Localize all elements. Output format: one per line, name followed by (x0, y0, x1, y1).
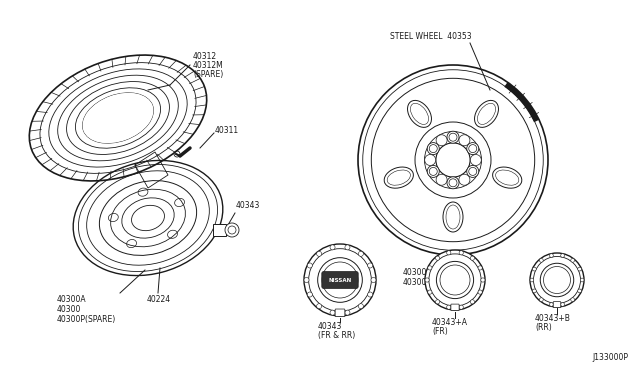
Ellipse shape (493, 167, 522, 188)
Circle shape (425, 250, 485, 310)
Text: (FR & RR): (FR & RR) (318, 331, 355, 340)
Circle shape (459, 135, 470, 146)
Circle shape (317, 251, 322, 256)
Circle shape (580, 278, 584, 282)
Circle shape (447, 305, 451, 309)
Text: STEEL WHEEL  40353: STEEL WHEEL 40353 (390, 32, 472, 41)
Circle shape (307, 263, 312, 268)
Text: 40300P(SPARE): 40300P(SPARE) (403, 278, 462, 287)
Circle shape (436, 174, 447, 185)
Circle shape (317, 304, 322, 309)
Circle shape (304, 278, 309, 282)
FancyBboxPatch shape (451, 304, 459, 311)
Circle shape (367, 263, 372, 268)
Circle shape (532, 267, 536, 271)
Circle shape (307, 292, 312, 297)
Circle shape (459, 251, 463, 255)
FancyBboxPatch shape (553, 302, 561, 308)
Circle shape (561, 302, 564, 307)
Circle shape (304, 244, 376, 316)
Circle shape (540, 298, 543, 302)
Circle shape (447, 251, 451, 255)
Circle shape (345, 245, 350, 250)
Circle shape (367, 292, 372, 297)
Text: NISSAN: NISSAN (328, 278, 351, 282)
Ellipse shape (443, 202, 463, 232)
Circle shape (459, 174, 470, 185)
Text: 40343: 40343 (318, 322, 342, 331)
Text: J133000P: J133000P (592, 353, 628, 362)
Circle shape (447, 131, 459, 143)
Text: 40300: 40300 (403, 268, 428, 277)
Circle shape (571, 298, 575, 302)
Circle shape (345, 310, 350, 315)
Circle shape (470, 300, 474, 304)
Circle shape (534, 257, 580, 304)
Circle shape (532, 289, 536, 293)
Circle shape (470, 256, 474, 260)
Circle shape (550, 254, 554, 257)
FancyBboxPatch shape (213, 224, 226, 236)
Circle shape (470, 154, 481, 166)
Text: 40343+B: 40343+B (535, 314, 571, 323)
Text: 40311: 40311 (215, 125, 239, 135)
Circle shape (436, 135, 447, 146)
Text: 40300: 40300 (57, 305, 81, 314)
Circle shape (467, 166, 479, 177)
Circle shape (478, 290, 482, 294)
Circle shape (578, 289, 582, 293)
Circle shape (330, 310, 335, 315)
Circle shape (428, 142, 439, 155)
Circle shape (530, 253, 584, 307)
Circle shape (550, 302, 554, 307)
Circle shape (425, 154, 436, 166)
FancyBboxPatch shape (335, 309, 345, 317)
Circle shape (481, 278, 485, 282)
Circle shape (459, 305, 463, 309)
Text: 40312M: 40312M (193, 61, 224, 70)
Circle shape (425, 278, 429, 282)
Text: (FR): (FR) (432, 327, 448, 336)
Text: 40300P(SPARE): 40300P(SPARE) (57, 315, 116, 324)
Circle shape (358, 251, 364, 256)
Ellipse shape (408, 100, 431, 127)
Text: 40312: 40312 (193, 51, 217, 61)
Text: 40224: 40224 (147, 295, 171, 304)
Circle shape (435, 300, 440, 304)
Circle shape (225, 223, 239, 237)
Circle shape (478, 266, 482, 270)
Circle shape (330, 245, 335, 250)
Text: 40343: 40343 (236, 201, 260, 209)
Text: (SPARE): (SPARE) (193, 70, 223, 78)
Circle shape (358, 304, 364, 309)
Circle shape (578, 267, 582, 271)
Circle shape (467, 142, 479, 155)
Circle shape (429, 254, 481, 306)
Circle shape (428, 290, 432, 294)
Ellipse shape (384, 167, 413, 188)
FancyBboxPatch shape (322, 272, 358, 288)
Ellipse shape (83, 93, 154, 143)
Circle shape (561, 254, 564, 257)
Text: 40343+A: 40343+A (432, 318, 468, 327)
Circle shape (571, 259, 575, 262)
Circle shape (371, 278, 376, 282)
Circle shape (428, 166, 439, 177)
Circle shape (530, 278, 534, 282)
Text: 40300A: 40300A (57, 295, 86, 304)
Circle shape (428, 266, 432, 270)
Ellipse shape (474, 100, 499, 127)
Circle shape (308, 248, 371, 311)
Circle shape (435, 256, 440, 260)
Circle shape (540, 259, 543, 262)
Text: (RR): (RR) (535, 323, 552, 332)
Circle shape (447, 177, 459, 189)
